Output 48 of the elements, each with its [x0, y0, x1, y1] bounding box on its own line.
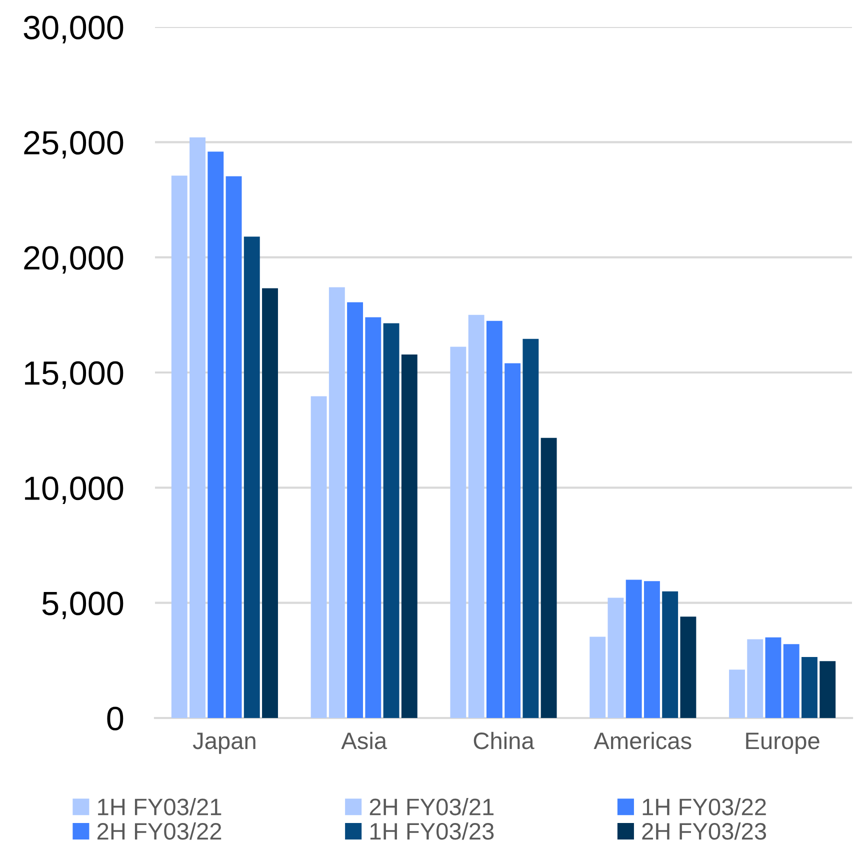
bar	[783, 644, 800, 718]
y-tick-label: 30,000	[24, 16, 124, 44]
legend-label: 2H FY03/23	[642, 822, 766, 840]
bar	[365, 317, 382, 718]
bar	[171, 176, 188, 718]
bar	[765, 637, 782, 718]
bar	[347, 302, 364, 718]
bar	[626, 580, 642, 718]
bar	[680, 616, 696, 718]
bar	[729, 670, 745, 718]
bar	[486, 320, 502, 718]
bar	[401, 354, 418, 718]
bar	[450, 346, 466, 718]
x-tick-label: Europe	[746, 732, 820, 754]
bar	[590, 636, 606, 718]
y-tick-label: 15,000	[25, 361, 124, 389]
bar	[244, 236, 260, 718]
bar	[468, 314, 484, 718]
y-tick-label: 25,000	[24, 130, 124, 159]
bar	[608, 598, 624, 718]
bar	[662, 591, 678, 718]
legend-label: 1H FY03/23	[370, 822, 494, 840]
x-tick-label: Asia	[341, 732, 388, 750]
bar	[747, 639, 764, 718]
bar	[540, 438, 557, 718]
bar	[504, 363, 521, 718]
legend-label: 1H FY03/21	[98, 798, 222, 816]
legend-label: 1H FY03/22	[642, 798, 766, 816]
bar	[383, 323, 400, 718]
bar	[262, 288, 278, 718]
bar	[310, 396, 327, 718]
bar	[820, 661, 836, 718]
x-tick-label: Japan	[192, 732, 256, 754]
x-tick-label: Americas	[594, 732, 692, 750]
y-tick-label: 20,000	[24, 246, 124, 274]
legend-label: 2H FY03/21	[370, 798, 494, 816]
y-tick-label: 10,000	[25, 476, 124, 504]
bar	[328, 287, 345, 718]
bar	[226, 176, 242, 718]
y-tick-label: 0	[107, 706, 124, 730]
legend-label: 2H FY03/22	[97, 822, 222, 840]
bar	[802, 656, 818, 718]
bar	[190, 137, 206, 718]
bar	[522, 338, 539, 718]
bar	[208, 152, 224, 718]
x-tick-label: China	[474, 732, 534, 750]
bar	[644, 581, 660, 718]
y-tick-label: 5,000	[42, 592, 124, 620]
